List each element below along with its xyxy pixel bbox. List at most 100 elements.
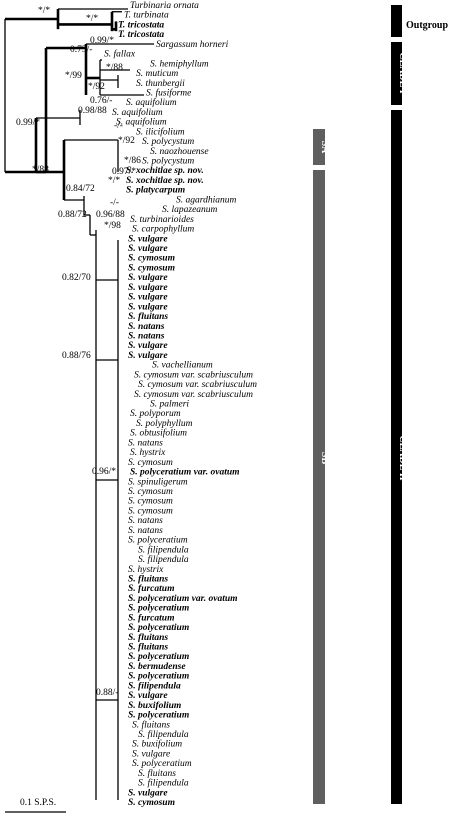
taxon-label: T. tricostata [118, 30, 164, 40]
taxon-label: S. polyphyllum [136, 419, 193, 429]
taxon-label: S. cymosum [128, 458, 173, 468]
support-label: */86 [124, 156, 141, 166]
taxon-label: S. hystrix [130, 448, 166, 458]
taxon-label: S. cymosum [128, 254, 175, 264]
clade1-bar [391, 42, 402, 105]
support-label: 0.97/* [112, 167, 136, 177]
taxon-label: S. vulgare [128, 788, 168, 798]
taxon-label: S. obtusifolium [130, 428, 187, 439]
taxon-label: S. turbinarioides [130, 215, 194, 225]
taxon-label: S. cymosum [128, 798, 175, 808]
support-label: 0.99/* [16, 118, 40, 128]
taxon-label: S. polycystum [142, 157, 194, 167]
taxon-label: S. ilicifolium [136, 126, 185, 137]
taxon-label: S. polyceratium var. ovatum [128, 594, 238, 604]
taxon-label: S. polycystum [142, 137, 194, 147]
scale-bar: 0.1 S.P.S. [5, 798, 66, 813]
taxon-label: Turbinaria ornata [130, 1, 199, 11]
taxon-label: S. vulgare [128, 234, 168, 244]
support-label: 0.99/* [90, 36, 114, 46]
support-label: 0.88/76 [62, 351, 91, 361]
support-label: */* [86, 14, 98, 24]
taxon-label: S. spinuligerum [128, 477, 188, 487]
taxon-label: S. platycarpum [126, 186, 185, 196]
taxon-label: Sargassum horneri [156, 40, 229, 50]
taxon-label: S. cymosum var. scabriusculum [138, 380, 257, 390]
taxon-label: S. fallax [104, 49, 136, 60]
taxon-label: S. vulgare [128, 293, 168, 303]
taxon-label: S. lapazeanum [162, 205, 218, 215]
scale-label: 0.1 S.P.S. [20, 798, 56, 808]
taxon-label: S. cymosum var. scabriusculum [134, 390, 253, 400]
support-label: */* [38, 6, 50, 16]
sb-label: SB [319, 452, 330, 465]
taxon-label: S. polyceratium [132, 759, 192, 769]
taxon-label: S. cymosum [128, 497, 173, 507]
taxon-label: S. aquifolium [112, 107, 163, 118]
taxon-label: S. fluitans [128, 633, 168, 643]
taxon-label: S. natans [128, 526, 163, 536]
taxon-label: S. fluitans [138, 768, 176, 779]
support-label: 0.88/72 [58, 210, 87, 220]
support-label: */99 [65, 71, 82, 81]
support-values: */* */* 0.99/* 0.73/- */88 */99 */92 0.7… [16, 6, 141, 698]
taxon-label: S. polyceratium [128, 652, 189, 662]
clade-bars: Outgroup CLADE I CLADE II SA SB [313, 5, 448, 804]
taxon-label: S. aquifolium [116, 117, 167, 128]
taxon-label: S. natans [128, 331, 165, 341]
taxon-label: S. filipendula [138, 778, 189, 789]
support-label: 0.76/- [90, 96, 112, 106]
taxon-label: S. filipendula [128, 681, 181, 691]
taxon-label: S. bermudense [128, 662, 186, 672]
support-label: -/- [110, 198, 119, 208]
taxon-label: S. fusiforme [146, 87, 191, 98]
taxon-label: S. hemiphyllum [150, 59, 209, 69]
taxon-label: S. cymosum [128, 506, 173, 516]
support-label: */92 [118, 136, 135, 146]
taxon-label: S. polyceratium [128, 672, 189, 682]
taxon-label: S. vachellianum [152, 361, 213, 371]
taxon-label: S. filipendula [138, 554, 189, 565]
taxon-label: S. vulgare [128, 691, 168, 701]
taxon-label: S. polyceratium [128, 536, 188, 546]
taxon-label: S. cymosum [128, 487, 173, 497]
taxon-label: S. polyceratium [128, 623, 189, 633]
support-label: 0.96/88 [96, 210, 125, 220]
taxon-label: S. filipendula [138, 544, 189, 555]
taxon-label: S. xochitlae sp. nov. [126, 176, 204, 186]
taxon-label: S. cymosum [128, 263, 175, 273]
taxon-label: S. xochitlae sp. nov. [126, 166, 204, 176]
taxon-label: S. natans [128, 322, 165, 332]
taxon-label: S. polyporum [130, 409, 181, 419]
tree-branches [4, 8, 154, 800]
clade2-bar [391, 110, 402, 804]
taxon-label: S. polyceratium [128, 604, 189, 614]
taxon-label: S. agardhianum [176, 195, 236, 205]
taxon-label: S. aquifolium [126, 97, 177, 108]
support-label: 0.82/70 [62, 273, 91, 283]
taxon-label: S. natans [128, 438, 163, 448]
support-label: -/- [114, 121, 123, 131]
taxon-label: S. furcatum [128, 613, 174, 623]
taxon-label: S. vulgare [128, 351, 168, 361]
taxon-label: S. vulgare [128, 283, 168, 293]
taxon-label: T. tricostata [118, 20, 164, 30]
taxon-label: S. buxifolium [132, 739, 182, 750]
support-label: */88 [32, 165, 49, 175]
taxon-label: S. vulgare [128, 273, 168, 283]
sb-bar [313, 170, 325, 804]
taxon-label: S. filipendula [138, 729, 189, 740]
taxon-label: S. polyceratium var. ovatum [130, 468, 240, 478]
taxon-label: S. fluitans [132, 719, 170, 730]
clade1-label: CLADE I [397, 52, 408, 94]
support-label: */* [108, 176, 120, 186]
outgroup-label: Outgroup [406, 20, 448, 31]
sa-label: SA [319, 141, 330, 155]
taxon-label: S. cymosum var. scabriusculum [134, 370, 253, 380]
outgroup-bar [391, 5, 402, 37]
support-label: 0.73/- [70, 45, 92, 55]
sa-bar [313, 129, 325, 165]
taxon-label: S. vulgare [128, 244, 168, 254]
support-label: */92 [88, 82, 105, 92]
